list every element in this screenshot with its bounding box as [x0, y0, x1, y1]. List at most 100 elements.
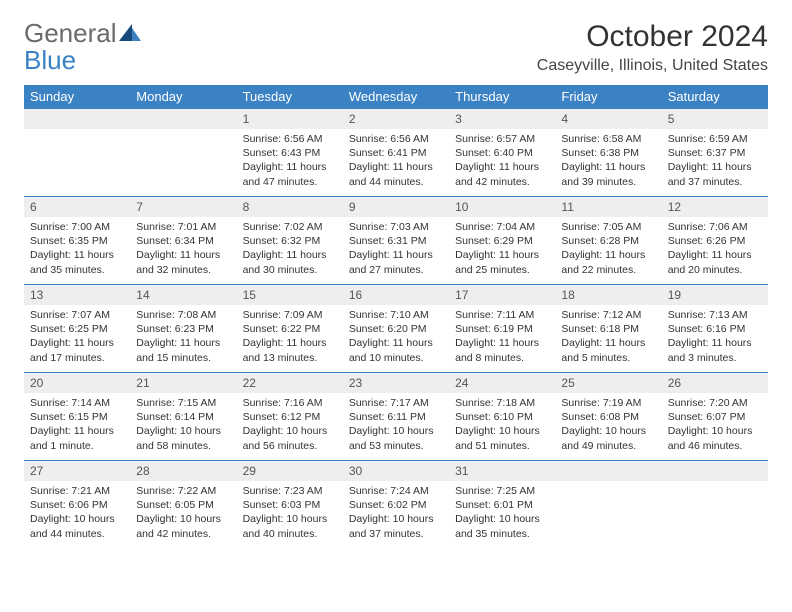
day-number: 25: [555, 372, 661, 393]
day-details: Sunrise: 7:00 AMSunset: 6:35 PMDaylight:…: [24, 217, 130, 283]
day-number: 5: [662, 108, 768, 129]
day-details: Sunrise: 7:03 AMSunset: 6:31 PMDaylight:…: [343, 217, 449, 283]
calendar-cell: 21Sunrise: 7:15 AMSunset: 6:14 PMDayligh…: [130, 372, 236, 460]
calendar-page: General Blue October 2024 Caseyville, Il…: [0, 0, 792, 568]
calendar-cell: 5Sunrise: 6:59 AMSunset: 6:37 PMDaylight…: [662, 108, 768, 196]
day-number-empty: [24, 108, 130, 129]
title-block: October 2024 Caseyville, Illinois, Unite…: [537, 20, 768, 75]
calendar-week: 1Sunrise: 6:56 AMSunset: 6:43 PMDaylight…: [24, 108, 768, 196]
day-details: Sunrise: 6:59 AMSunset: 6:37 PMDaylight:…: [662, 129, 768, 195]
calendar-cell: 11Sunrise: 7:05 AMSunset: 6:28 PMDayligh…: [555, 196, 661, 284]
calendar-week: 27Sunrise: 7:21 AMSunset: 6:06 PMDayligh…: [24, 460, 768, 548]
day-number: 1: [237, 108, 343, 129]
day-number: 13: [24, 284, 130, 305]
day-details: Sunrise: 7:16 AMSunset: 6:12 PMDaylight:…: [237, 393, 343, 459]
calendar-body: 1Sunrise: 6:56 AMSunset: 6:43 PMDaylight…: [24, 108, 768, 548]
calendar-cell: 26Sunrise: 7:20 AMSunset: 6:07 PMDayligh…: [662, 372, 768, 460]
calendar-head: SundayMondayTuesdayWednesdayThursdayFrid…: [24, 85, 768, 108]
brand-part1: General: [24, 18, 117, 48]
day-details: Sunrise: 7:10 AMSunset: 6:20 PMDaylight:…: [343, 305, 449, 371]
day-details: Sunrise: 7:23 AMSunset: 6:03 PMDaylight:…: [237, 481, 343, 547]
weekday-header: Saturday: [662, 85, 768, 108]
day-number: 6: [24, 196, 130, 217]
calendar-week: 20Sunrise: 7:14 AMSunset: 6:15 PMDayligh…: [24, 372, 768, 460]
calendar-cell: 14Sunrise: 7:08 AMSunset: 6:23 PMDayligh…: [130, 284, 236, 372]
brand-sail-icon: [119, 29, 141, 46]
calendar-week: 13Sunrise: 7:07 AMSunset: 6:25 PMDayligh…: [24, 284, 768, 372]
day-number: 8: [237, 196, 343, 217]
day-details: Sunrise: 7:11 AMSunset: 6:19 PMDaylight:…: [449, 305, 555, 371]
day-number: 11: [555, 196, 661, 217]
day-number: 27: [24, 460, 130, 481]
calendar-cell: 29Sunrise: 7:23 AMSunset: 6:03 PMDayligh…: [237, 460, 343, 548]
day-number-empty: [662, 460, 768, 481]
calendar-cell: 1Sunrise: 6:56 AMSunset: 6:43 PMDaylight…: [237, 108, 343, 196]
day-details: Sunrise: 7:02 AMSunset: 6:32 PMDaylight:…: [237, 217, 343, 283]
calendar-cell: 31Sunrise: 7:25 AMSunset: 6:01 PMDayligh…: [449, 460, 555, 548]
day-details: Sunrise: 7:25 AMSunset: 6:01 PMDaylight:…: [449, 481, 555, 547]
calendar-table: SundayMondayTuesdayWednesdayThursdayFrid…: [24, 85, 768, 548]
day-details: Sunrise: 7:09 AMSunset: 6:22 PMDaylight:…: [237, 305, 343, 371]
day-number: 30: [343, 460, 449, 481]
calendar-cell: [130, 108, 236, 196]
day-details: Sunrise: 7:22 AMSunset: 6:05 PMDaylight:…: [130, 481, 236, 547]
calendar-cell: 27Sunrise: 7:21 AMSunset: 6:06 PMDayligh…: [24, 460, 130, 548]
calendar-cell: 19Sunrise: 7:13 AMSunset: 6:16 PMDayligh…: [662, 284, 768, 372]
calendar-cell: [555, 460, 661, 548]
day-details: Sunrise: 7:12 AMSunset: 6:18 PMDaylight:…: [555, 305, 661, 371]
location-text: Caseyville, Illinois, United States: [537, 57, 768, 75]
day-number: 15: [237, 284, 343, 305]
calendar-cell: [24, 108, 130, 196]
day-number: 17: [449, 284, 555, 305]
day-number: 24: [449, 372, 555, 393]
day-details: Sunrise: 7:01 AMSunset: 6:34 PMDaylight:…: [130, 217, 236, 283]
calendar-cell: 25Sunrise: 7:19 AMSunset: 6:08 PMDayligh…: [555, 372, 661, 460]
calendar-cell: 17Sunrise: 7:11 AMSunset: 6:19 PMDayligh…: [449, 284, 555, 372]
day-details: Sunrise: 7:14 AMSunset: 6:15 PMDaylight:…: [24, 393, 130, 459]
day-details: Sunrise: 7:07 AMSunset: 6:25 PMDaylight:…: [24, 305, 130, 371]
header: General Blue October 2024 Caseyville, Il…: [24, 20, 768, 75]
calendar-cell: 8Sunrise: 7:02 AMSunset: 6:32 PMDaylight…: [237, 196, 343, 284]
calendar-cell: [662, 460, 768, 548]
day-number: 18: [555, 284, 661, 305]
day-number: 7: [130, 196, 236, 217]
day-number: 22: [237, 372, 343, 393]
calendar-cell: 18Sunrise: 7:12 AMSunset: 6:18 PMDayligh…: [555, 284, 661, 372]
calendar-cell: 24Sunrise: 7:18 AMSunset: 6:10 PMDayligh…: [449, 372, 555, 460]
day-number: 26: [662, 372, 768, 393]
weekday-header: Sunday: [24, 85, 130, 108]
calendar-cell: 9Sunrise: 7:03 AMSunset: 6:31 PMDaylight…: [343, 196, 449, 284]
day-number: 3: [449, 108, 555, 129]
calendar-cell: 3Sunrise: 6:57 AMSunset: 6:40 PMDaylight…: [449, 108, 555, 196]
day-number: 19: [662, 284, 768, 305]
day-details: Sunrise: 6:57 AMSunset: 6:40 PMDaylight:…: [449, 129, 555, 195]
day-details: Sunrise: 7:19 AMSunset: 6:08 PMDaylight:…: [555, 393, 661, 459]
calendar-cell: 2Sunrise: 6:56 AMSunset: 6:41 PMDaylight…: [343, 108, 449, 196]
calendar-cell: 23Sunrise: 7:17 AMSunset: 6:11 PMDayligh…: [343, 372, 449, 460]
day-details: Sunrise: 6:58 AMSunset: 6:38 PMDaylight:…: [555, 129, 661, 195]
day-number: 4: [555, 108, 661, 129]
day-details: Sunrise: 7:24 AMSunset: 6:02 PMDaylight:…: [343, 481, 449, 547]
day-number: 2: [343, 108, 449, 129]
weekday-header: Tuesday: [237, 85, 343, 108]
day-number: 21: [130, 372, 236, 393]
calendar-cell: 16Sunrise: 7:10 AMSunset: 6:20 PMDayligh…: [343, 284, 449, 372]
day-details: Sunrise: 7:13 AMSunset: 6:16 PMDaylight:…: [662, 305, 768, 371]
day-number: 9: [343, 196, 449, 217]
calendar-cell: 10Sunrise: 7:04 AMSunset: 6:29 PMDayligh…: [449, 196, 555, 284]
calendar-cell: 20Sunrise: 7:14 AMSunset: 6:15 PMDayligh…: [24, 372, 130, 460]
day-number: 31: [449, 460, 555, 481]
brand-logo: General Blue: [24, 20, 141, 73]
day-number: 12: [662, 196, 768, 217]
day-number: 20: [24, 372, 130, 393]
weekday-header: Thursday: [449, 85, 555, 108]
day-number: 23: [343, 372, 449, 393]
weekday-header: Friday: [555, 85, 661, 108]
day-details: Sunrise: 7:15 AMSunset: 6:14 PMDaylight:…: [130, 393, 236, 459]
day-number: 16: [343, 284, 449, 305]
day-details: Sunrise: 7:20 AMSunset: 6:07 PMDaylight:…: [662, 393, 768, 459]
calendar-cell: 4Sunrise: 6:58 AMSunset: 6:38 PMDaylight…: [555, 108, 661, 196]
day-number-empty: [130, 108, 236, 129]
calendar-cell: 12Sunrise: 7:06 AMSunset: 6:26 PMDayligh…: [662, 196, 768, 284]
day-number: 29: [237, 460, 343, 481]
